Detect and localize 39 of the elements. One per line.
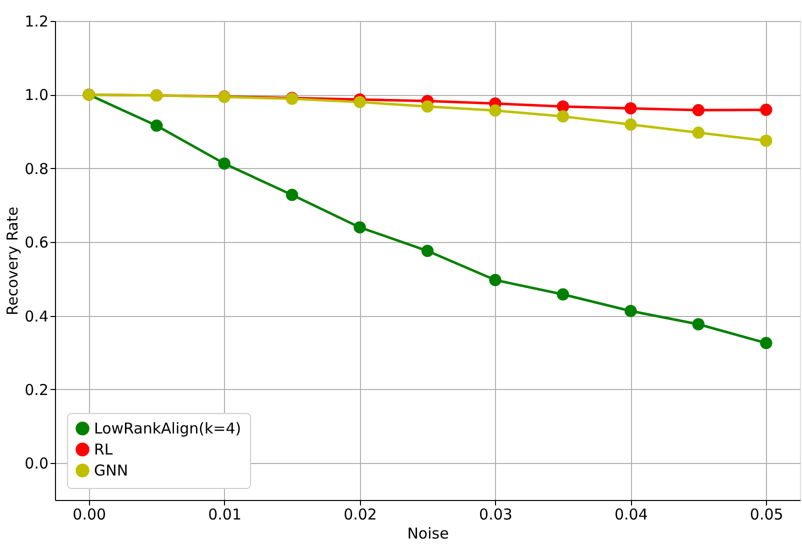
y-tick-label: 0.0 [24,454,48,473]
x-tick-label: 0.04 [614,506,648,524]
y-tick-label: 1.2 [24,12,48,30]
y-tick-label: 0.4 [24,307,48,326]
legend-label: RL [94,440,114,458]
point [556,100,570,113]
point [760,134,772,147]
point [692,126,705,139]
point [556,288,570,301]
y-tick-label: 0.8 [24,160,48,178]
x-tick-label: 0.05 [750,506,784,524]
point [150,120,163,132]
x-tick-label: 0.00 [72,506,106,524]
point [624,118,637,131]
x-tick-label: 0.02 [344,506,377,524]
point [354,96,366,108]
x-tick-label: 0.03 [479,506,512,524]
point [354,221,366,234]
y-tick-label: 1.0 [24,86,48,104]
point [624,102,637,114]
legend-label: GNN [94,462,128,480]
point [489,104,502,117]
point [760,336,772,350]
point [692,104,705,116]
point [489,274,502,286]
x-tick-label: 0.01 [208,506,242,524]
x-axis-title: Noise [407,524,449,542]
point [692,318,705,330]
y-axis-title: Recovery Rate [4,206,22,316]
legend-label: LowRankAlign(k=4) [94,420,242,438]
y-tick-label: 0.6 [24,234,48,252]
point [218,157,230,170]
point [556,110,570,123]
y-tick-label: 0.2 [24,380,48,399]
point [421,100,434,113]
point [421,244,434,258]
point [760,104,772,116]
point [624,304,637,318]
point [286,188,298,202]
